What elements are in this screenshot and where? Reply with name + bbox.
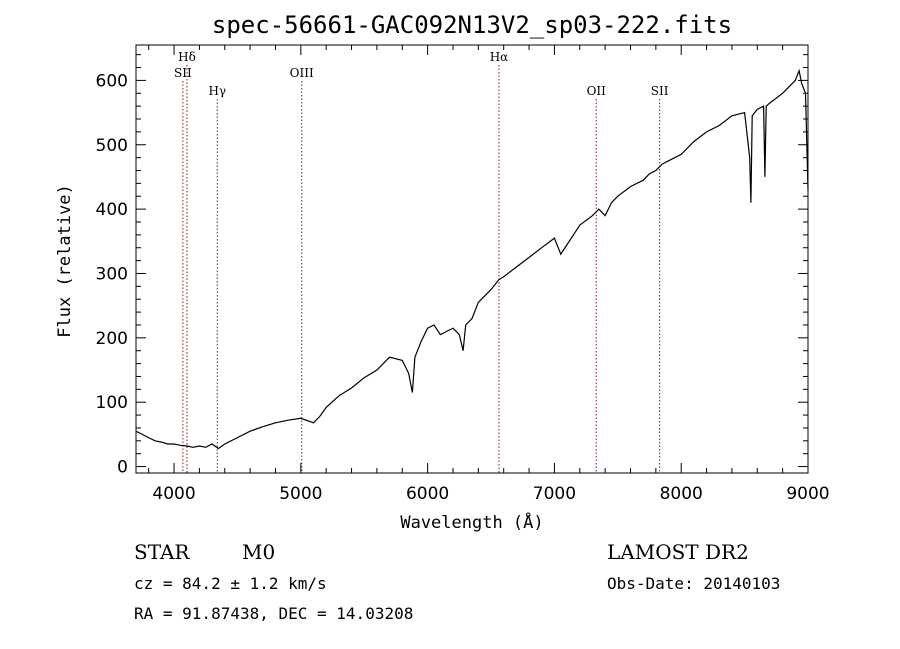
spectral-line-markers: Hδ SII Hγ OIII Hα OII SII [174, 50, 669, 473]
y-axis-ticks: 0 100 200 300 400 500 600 [96, 54, 808, 478]
spectral-line-label: OIII [290, 66, 314, 80]
x-axis-label: Wavelength (Å) [400, 511, 543, 533]
spectral-line-label: SII [651, 84, 669, 98]
plot-frame [135, 44, 809, 474]
spectral-line-label: Hα [490, 50, 509, 64]
spectral-line-label: Hδ [178, 50, 196, 64]
y-tick-label: 0 [117, 458, 128, 478]
y-tick-label: 500 [96, 136, 128, 156]
survey-name: LAMOST DR2 [607, 540, 749, 564]
x-tick-label: 8000 [660, 484, 703, 504]
x-tick-label: 4000 [152, 484, 195, 504]
y-tick-label: 600 [96, 71, 128, 91]
y-tick-label: 100 [96, 393, 128, 413]
observation-date: Obs-Date: 20140103 [607, 574, 781, 593]
coordinates-readout: RA = 91.87438, DEC = 14.03208 [134, 604, 414, 623]
chart-title: spec-56661-GAC092N13V2_sp03-222.fits [212, 11, 732, 39]
spectrum-series-line [135, 68, 809, 450]
x-tick-label: 7000 [533, 484, 576, 504]
y-tick-label: 400 [96, 200, 128, 220]
spectral-subclass: M0 [242, 540, 276, 564]
y-tick-label: 200 [96, 329, 128, 349]
spectral-line-label: OII [587, 84, 607, 98]
x-axis-ticks: 4000 5000 6000 7000 8000 9000 [148, 45, 830, 504]
y-axis-label: Flux (relative) [55, 184, 75, 338]
redshift-readout: cz = 84.2 ± 1.2 km/s [134, 574, 327, 593]
x-tick-label: 9000 [786, 484, 829, 504]
y-tick-label: 300 [96, 264, 128, 284]
x-tick-label: 6000 [406, 484, 449, 504]
object-class: STAR [134, 540, 190, 564]
x-tick-label: 5000 [279, 484, 322, 504]
spectral-line-label: SII [174, 66, 192, 80]
spectral-line-label: Hγ [208, 84, 226, 98]
